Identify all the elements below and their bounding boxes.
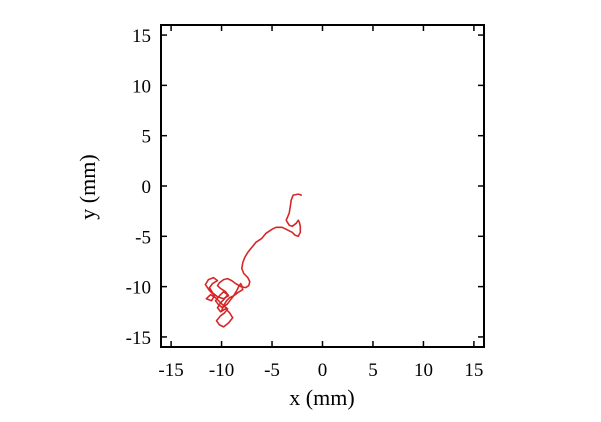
x-tick-label: 15 (464, 360, 483, 381)
x-tick-label: 5 (368, 360, 378, 381)
y-tick-label: -15 (126, 328, 151, 349)
plot-area (161, 25, 484, 347)
trajectory-layer (204, 193, 303, 328)
y-tick-label: -5 (135, 227, 151, 248)
y-tick-label: 10 (132, 76, 151, 97)
y-tick-label: 15 (132, 26, 151, 47)
x-axis-title: x (mm) (289, 385, 354, 410)
y-tick-label: -10 (126, 278, 151, 299)
trajectory-line (204, 193, 303, 328)
x-tick-label: 0 (318, 360, 328, 381)
plot-frame (160, 24, 485, 348)
tick-labels-layer: -15 -10 -5 0 5 10 15 -15 -10 -5 0 5 10 15 (126, 26, 484, 381)
x-tick-label: 10 (414, 360, 433, 381)
y-axis-title: y (mm) (75, 154, 100, 219)
x-tick-label: -10 (209, 360, 234, 381)
y-tick-label: 5 (142, 127, 152, 148)
y-tick-label: 0 (142, 177, 152, 198)
x-tick-label: -15 (158, 360, 183, 381)
x-tick-label: -5 (264, 360, 280, 381)
